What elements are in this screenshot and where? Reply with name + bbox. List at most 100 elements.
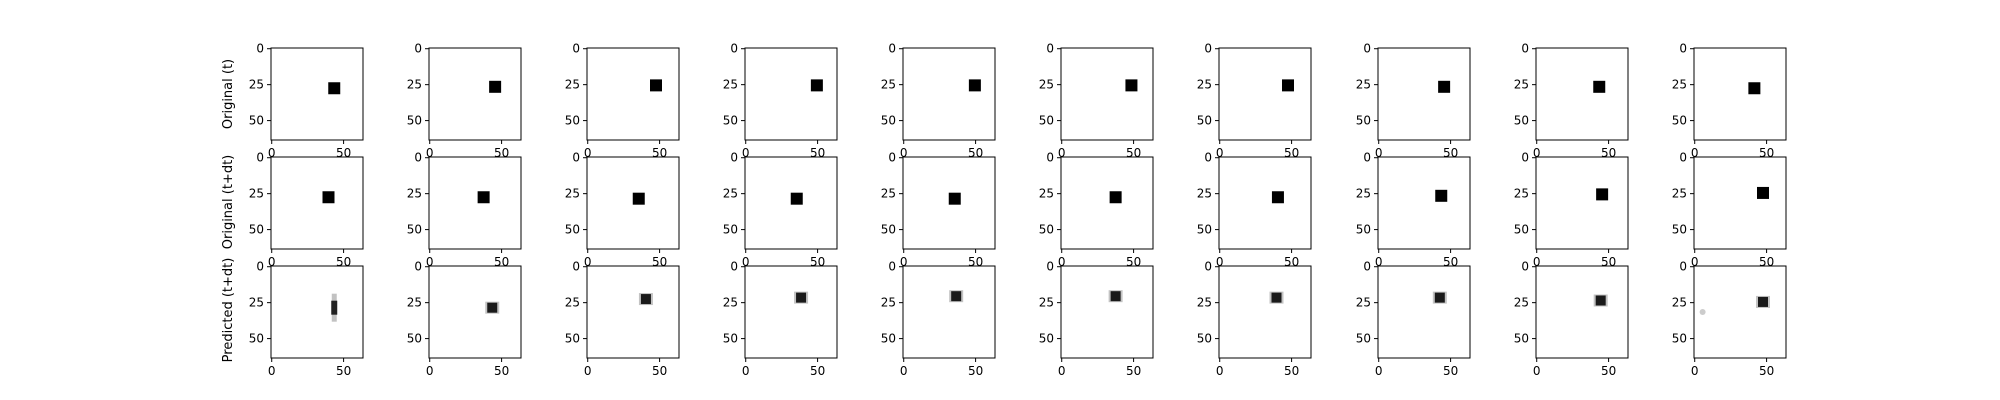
row-labels: Original (t) Original (t+dt) Predicted (… [221,59,236,362]
x-tick-label: 0 [426,364,434,378]
y-tick-label: 25 [249,78,264,92]
y-tick-label: 50 [1356,332,1371,346]
y-tick-label: 50 [881,114,896,128]
object-square [1435,189,1448,202]
y-tick-label: 25 [1039,78,1054,92]
y-tick-label: 25 [1197,296,1212,310]
prediction-blob [331,300,338,315]
y-tick-label: 0 [1046,260,1054,274]
prediction-blob [796,292,807,303]
y-tick-label: 0 [1204,260,1212,274]
object-square [1271,191,1284,204]
y-tick-label: 50 [1197,223,1212,237]
x-tick-label: 0 [1375,146,1383,160]
panel-frame [1060,156,1154,250]
prediction-blob [1110,291,1121,302]
object-square [1109,191,1122,204]
y-tick-label: 25 [249,187,264,201]
y-tick-label: 50 [1039,114,1054,128]
y-tick-label: 50 [249,114,264,128]
object-square [1438,80,1451,93]
y-tick-label: 0 [1363,42,1371,56]
row-label-2: Predicted (t+dt) [221,258,236,363]
x-tick-label: 0 [268,146,276,160]
y-tick-label: 0 [1521,42,1529,56]
panel-frame [1377,265,1471,359]
y-tick-label: 0 [1204,42,1212,56]
panel-frame [270,47,364,141]
object-square [489,80,502,93]
x-tick-label: 0 [426,146,434,160]
object-square [322,191,335,204]
x-tick-label: 0 [1691,146,1699,160]
y-tick-label: 0 [414,260,422,274]
y-tick-label: 25 [1514,187,1529,201]
y-tick-label: 25 [1356,187,1371,201]
object-square [1748,82,1761,95]
y-tick-label: 50 [723,332,738,346]
y-tick-label: 0 [414,42,422,56]
panel-r2-c9: 0 25 50 0 50 [1672,260,1787,378]
y-tick-label: 0 [572,260,580,274]
x-tick-label: 0 [1691,364,1699,378]
y-tick-label: 50 [1514,114,1529,128]
panel-frame [1218,156,1312,250]
x-tick-label: 0 [584,364,592,378]
y-tick-label: 25 [1039,187,1054,201]
panel-r2-c4: 0 25 50 0 50 [881,260,996,378]
y-tick-label: 50 [1672,332,1687,346]
y-tick-label: 0 [1679,260,1687,274]
y-tick-label: 0 [1046,42,1054,56]
object-square [632,192,645,205]
prediction-blob [487,302,498,313]
object-square [1596,188,1609,201]
y-tick-label: 0 [888,151,896,165]
panel-r2-c2: 0 25 50 0 50 [565,260,680,378]
panel-grid: 0 25 50 0 50 0 25 50 0 50 0 25 50 0 50 0 25 50 0 50 0 25 50 0 50… [249,42,1787,378]
y-tick-label: 25 [407,187,422,201]
x-tick-label: 50 [652,364,667,378]
x-tick-label: 50 [968,364,983,378]
panel-frame [1693,265,1787,359]
x-tick-label: 0 [900,364,908,378]
panel-frame [1535,265,1629,359]
y-tick-label: 25 [1672,187,1687,201]
y-tick-label: 0 [888,260,896,274]
object-square [328,82,341,95]
y-tick-label: 25 [1356,296,1371,310]
x-tick-label: 0 [584,146,592,160]
y-tick-label: 0 [1521,151,1529,165]
y-tick-label: 50 [1514,332,1529,346]
y-tick-label: 50 [1197,332,1212,346]
y-tick-label: 0 [1046,151,1054,165]
y-tick-label: 0 [730,42,738,56]
y-tick-label: 50 [565,114,580,128]
x-tick-label: 50 [810,364,825,378]
x-tick-label: 0 [742,255,750,269]
x-tick-label: 0 [1216,255,1224,269]
y-tick-label: 0 [730,260,738,274]
panel-frame [428,47,522,141]
y-tick-label: 50 [723,223,738,237]
object-square [790,192,803,205]
object-square [968,79,981,92]
panel-frame [744,265,838,359]
y-tick-label: 50 [1672,114,1687,128]
y-tick-label: 25 [881,296,896,310]
panel-frame [1535,47,1629,141]
panel-r2-c5: 0 25 50 0 50 [1039,260,1154,378]
x-tick-label: 50 [1759,364,1774,378]
y-tick-label: 0 [256,151,264,165]
y-tick-label: 0 [1204,151,1212,165]
y-tick-label: 25 [1514,78,1529,92]
